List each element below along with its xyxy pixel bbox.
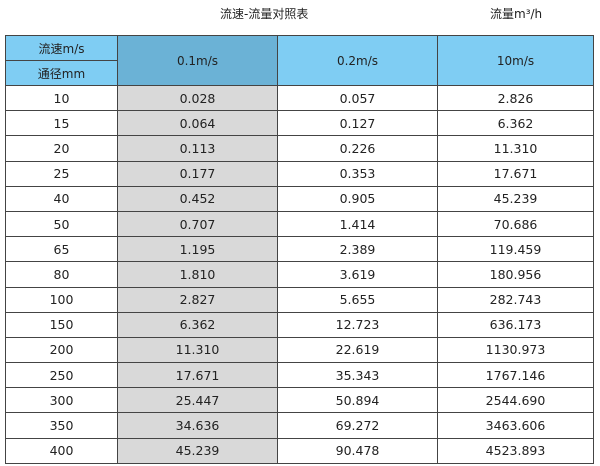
- flow-cell: 3463.606: [437, 412, 594, 439]
- diameter-cell: 250: [5, 362, 118, 389]
- column-header-0.2: 0.2m/s: [277, 35, 438, 86]
- flow-cell: 119.459: [437, 236, 594, 263]
- flow-cell: 282.743: [437, 286, 594, 313]
- table-row: 100 2.827 5.655 282.743: [5, 286, 594, 313]
- unit-label: 流量m³/h: [490, 7, 543, 21]
- diameter-cell: 400: [5, 437, 118, 464]
- flow-cell: 11.310: [437, 135, 594, 162]
- flow-cell: 0.057: [277, 84, 438, 112]
- flow-cell: 5.655: [277, 286, 438, 313]
- table-row: 80 1.810 3.619 180.956: [5, 261, 594, 288]
- flow-cell: 3.619: [277, 261, 438, 288]
- flow-cell: 0.707: [117, 210, 278, 238]
- flow-cell: 11.310: [117, 336, 278, 364]
- table-title: 流速-流量对照表: [220, 7, 309, 21]
- diameter-cell: 65: [5, 236, 118, 263]
- flow-cell: 1.810: [117, 261, 278, 288]
- flow-cell: 1130.973: [437, 336, 594, 364]
- table-row: 350 34.636 69.272 3463.606: [5, 412, 594, 439]
- flow-cell: 45.239: [117, 437, 278, 464]
- flow-cell: 2544.690: [437, 387, 594, 414]
- flow-cell: 4523.893: [437, 437, 594, 464]
- diameter-header: 通径mm: [5, 60, 118, 86]
- table-row: 50 0.707 1.414 70.686: [5, 210, 594, 238]
- flow-cell: 0.028: [117, 84, 278, 112]
- diameter-cell: 50: [5, 210, 118, 238]
- flow-cell: 1.414: [277, 210, 438, 238]
- table-row: 150 6.362 12.723 636.173: [5, 311, 594, 338]
- flow-cell: 2.389: [277, 236, 438, 263]
- flow-cell: 1767.146: [437, 362, 594, 389]
- flow-cell: 0.113: [117, 135, 278, 162]
- diameter-cell: 40: [5, 185, 118, 212]
- table-row: 25 0.177 0.353 17.671: [5, 160, 594, 187]
- flow-cell: 2.827: [117, 286, 278, 313]
- diameter-cell: 20: [5, 135, 118, 162]
- column-header-0.1: 0.1m/s: [117, 35, 278, 86]
- flow-cell: 0.226: [277, 135, 438, 162]
- flow-rate-table: 流速m/s 0.1m/s 0.2m/s 10m/s 通径mm 10 0.028 0.…: [5, 35, 594, 464]
- flow-cell: 50.894: [277, 387, 438, 414]
- flow-cell: 0.905: [277, 185, 438, 212]
- flow-cell: 0.452: [117, 185, 278, 212]
- diameter-cell: 10: [5, 84, 118, 112]
- flow-cell: 34.636: [117, 412, 278, 439]
- table-row: 15 0.064 0.127 6.362: [5, 110, 594, 137]
- flow-cell: 12.723: [277, 311, 438, 338]
- table-row: 400 45.239 90.478 4523.893: [5, 437, 594, 464]
- flow-cell: 35.343: [277, 362, 438, 389]
- table-row: 65 1.195 2.389 119.459: [5, 236, 594, 263]
- diameter-cell: 150: [5, 311, 118, 338]
- flow-cell: 69.272: [277, 412, 438, 439]
- flow-cell: 90.478: [277, 437, 438, 464]
- column-header-10: 10m/s: [437, 35, 594, 86]
- diameter-cell: 25: [5, 160, 118, 187]
- flow-cell: 45.239: [437, 185, 594, 212]
- table-row: 40 0.452 0.905 45.239: [5, 185, 594, 212]
- table-row: 10 0.028 0.057 2.826: [5, 84, 594, 112]
- diameter-cell: 80: [5, 261, 118, 288]
- flow-cell: 6.362: [117, 311, 278, 338]
- velocity-header: 流速m/s: [5, 35, 118, 61]
- diameter-cell: 350: [5, 412, 118, 439]
- flow-cell: 0.064: [117, 110, 278, 137]
- table-row: 250 17.671 35.343 1767.146: [5, 362, 594, 389]
- table-row: 20 0.113 0.226 11.310: [5, 135, 594, 162]
- flow-cell: 0.127: [277, 110, 438, 137]
- flow-cell: 25.447: [117, 387, 278, 414]
- flow-cell: 0.177: [117, 160, 278, 187]
- diameter-cell: 100: [5, 286, 118, 313]
- table-row: 300 25.447 50.894 2544.690: [5, 387, 594, 414]
- diameter-cell: 300: [5, 387, 118, 414]
- flow-cell: 0.353: [277, 160, 438, 187]
- flow-cell: 180.956: [437, 261, 594, 288]
- diameter-cell: 200: [5, 336, 118, 364]
- flow-cell: 636.173: [437, 311, 594, 338]
- flow-cell: 17.671: [437, 160, 594, 187]
- table-row: 200 11.310 22.619 1130.973: [5, 336, 594, 364]
- flow-cell: 1.195: [117, 236, 278, 263]
- flow-cell: 6.362: [437, 110, 594, 137]
- flow-cell: 17.671: [117, 362, 278, 389]
- flow-cell: 22.619: [277, 336, 438, 364]
- diameter-cell: 15: [5, 110, 118, 137]
- flow-cell: 70.686: [437, 210, 594, 238]
- flow-cell: 2.826: [437, 84, 594, 112]
